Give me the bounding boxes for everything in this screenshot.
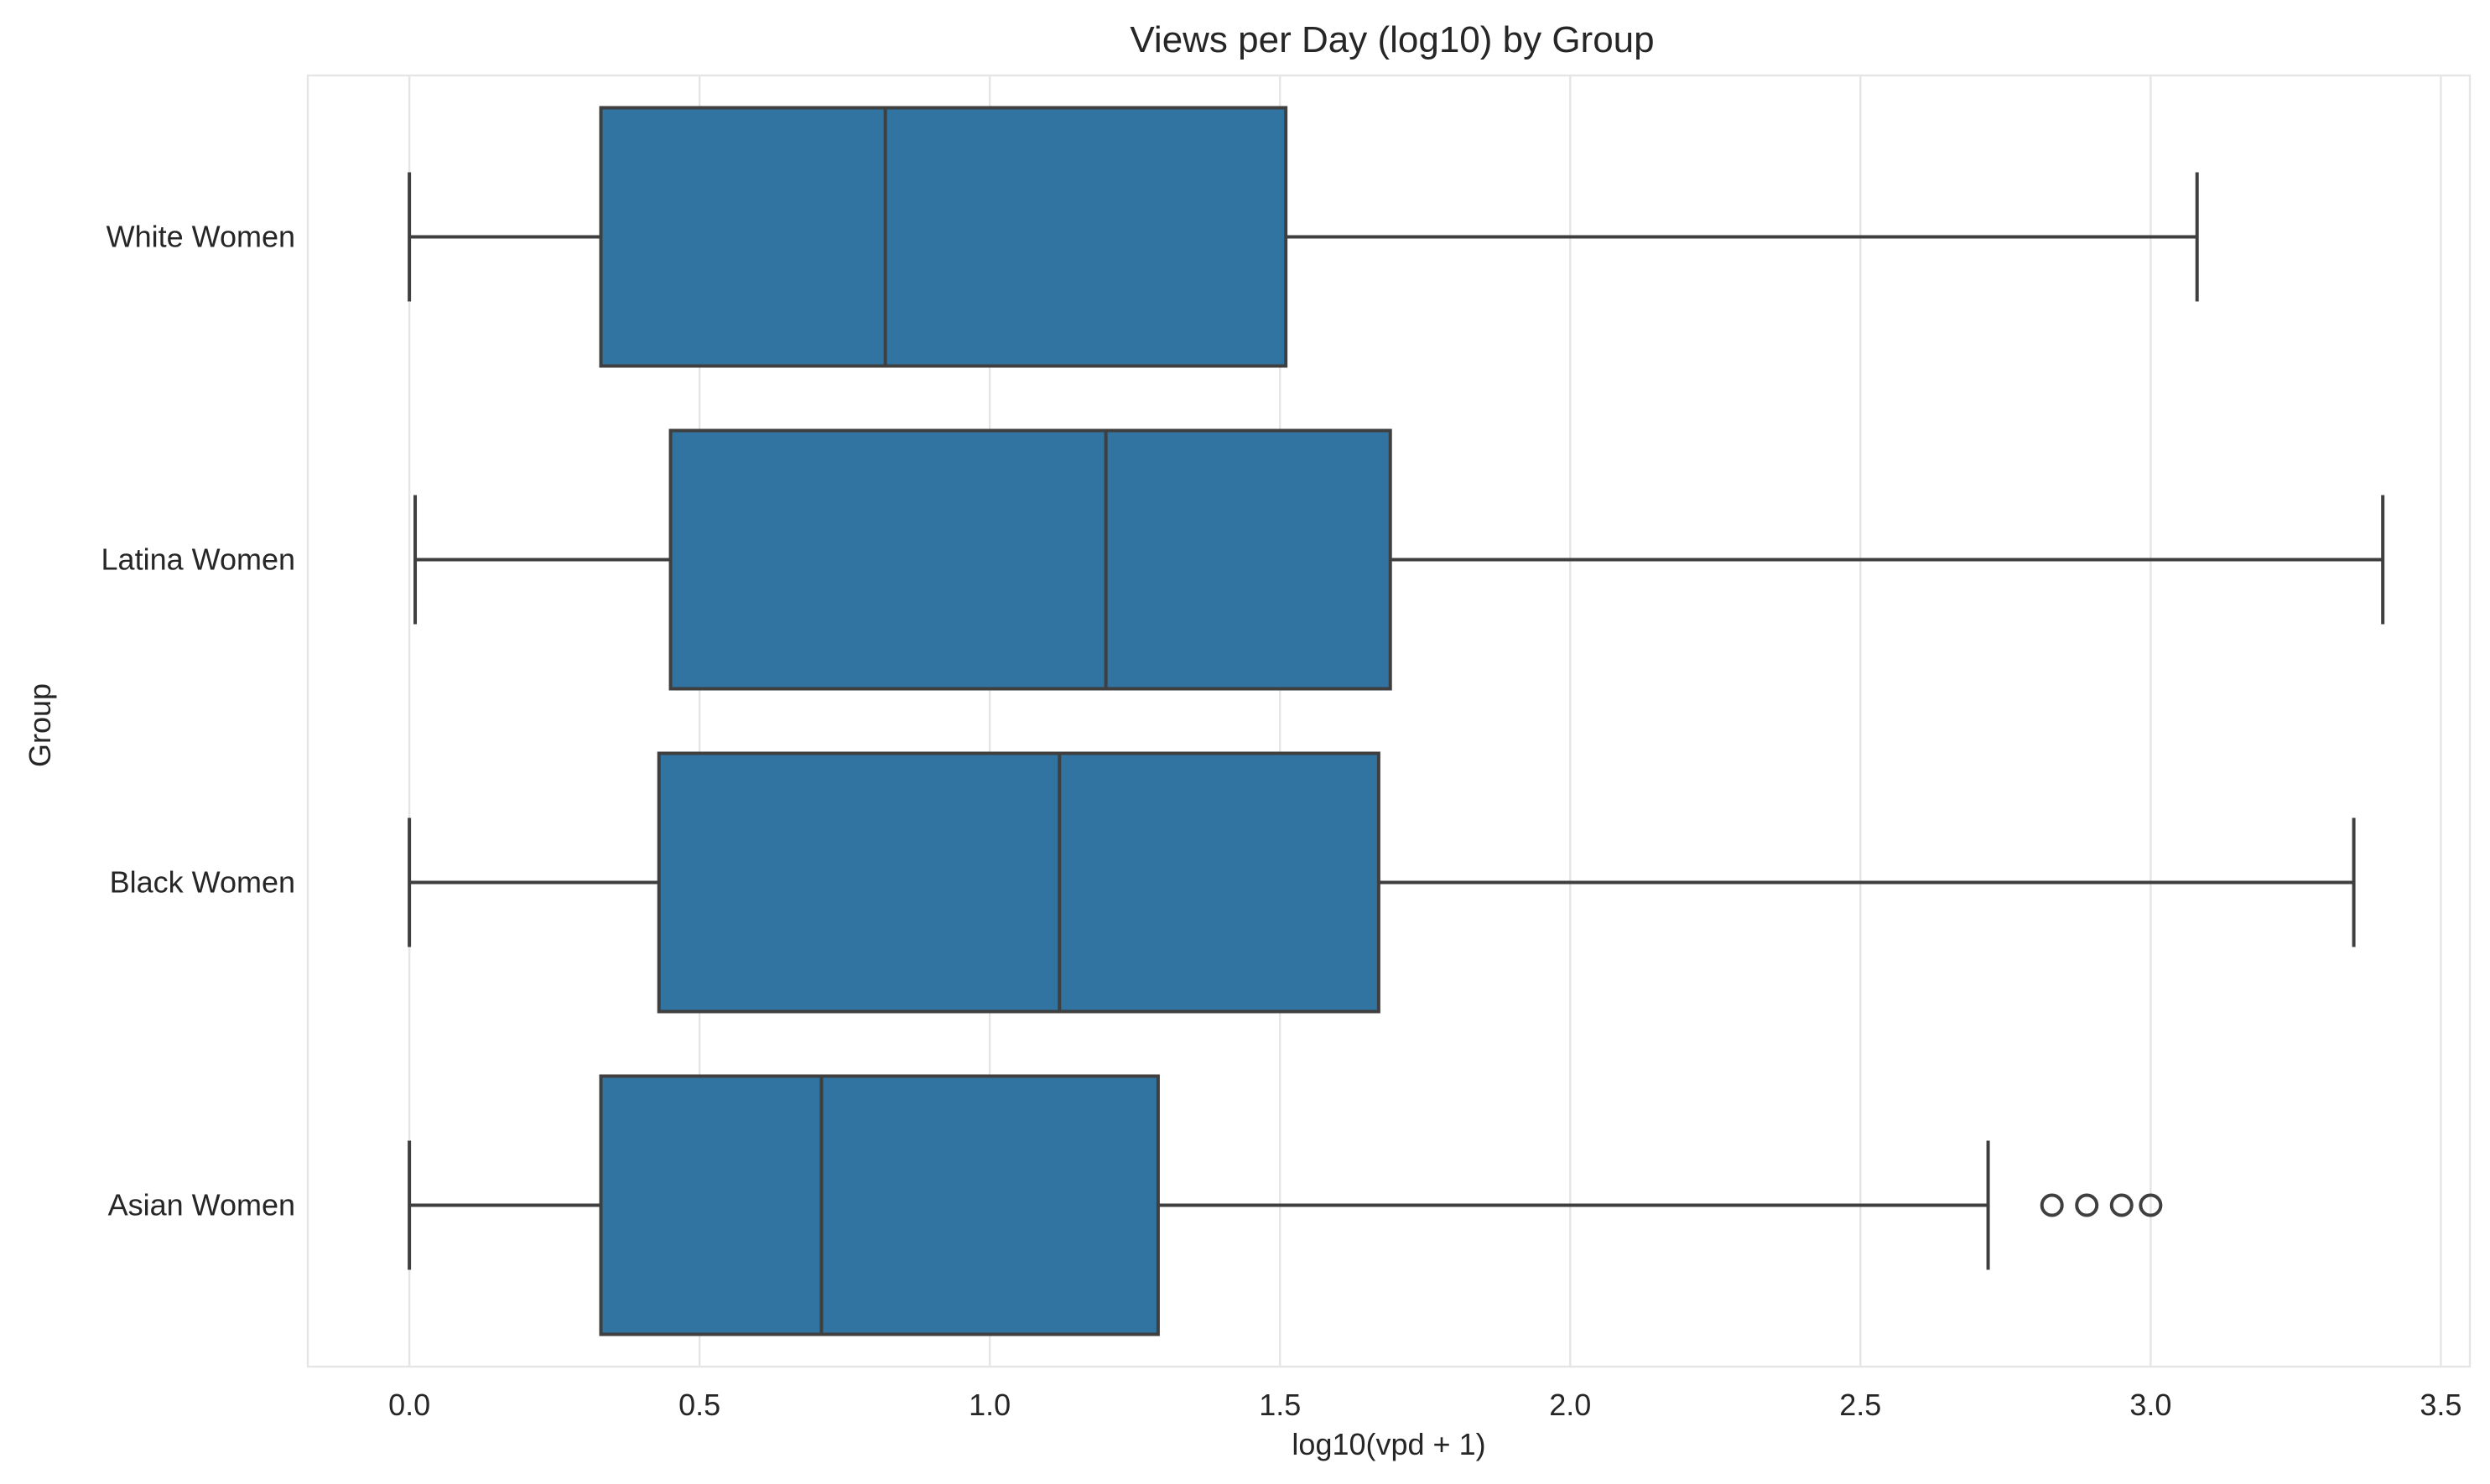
box-group <box>408 106 2199 368</box>
x-tick-label: 1.5 <box>1259 1388 1301 1422</box>
x-tick-label: 3.5 <box>2420 1388 2461 1422</box>
y-tick-label: White Women <box>107 220 295 254</box>
iqr-box <box>657 751 1380 1014</box>
box-group <box>413 428 2385 691</box>
outlier-point <box>2139 1193 2163 1217</box>
y-tick-labels: White Women Latina Women Black Women Asian … <box>101 220 295 1222</box>
box-group <box>408 751 2356 1014</box>
outlier-point <box>2040 1193 2064 1217</box>
x-tick-label: 2.0 <box>1549 1388 1591 1422</box>
iqr-box <box>668 428 1392 691</box>
y-tick-label: Asian Women <box>108 1188 295 1222</box>
x-tick-label: 0.5 <box>678 1388 720 1422</box>
y-axis-label: Group <box>23 683 57 767</box>
y-tick-label: Latina Women <box>101 542 295 577</box>
x-tick-label: 3.0 <box>2129 1388 2171 1422</box>
x-tick-labels: 0.0 0.5 1.0 1.5 2.0 2.5 3.0 3.5 <box>388 1388 2461 1422</box>
plot-frame <box>306 74 2472 1368</box>
outlier-point <box>2109 1193 2134 1217</box>
x-tick-label: 0.0 <box>388 1388 430 1422</box>
iqr-box <box>599 106 1288 368</box>
x-tick-label: 2.5 <box>1839 1388 1881 1422</box>
outlier-point <box>2075 1193 2099 1217</box>
x-axis-label: log10(vpd + 1) <box>1292 1427 1485 1461</box>
y-tick-label: Black Women <box>110 865 295 900</box>
x-tick-label: 1.0 <box>969 1388 1011 1422</box>
iqr-box <box>599 1074 1160 1336</box>
chart-title: Views per Day (log10) by Group <box>1130 19 1654 60</box>
box-layer <box>408 106 2385 1336</box>
box-group <box>408 1074 2163 1336</box>
